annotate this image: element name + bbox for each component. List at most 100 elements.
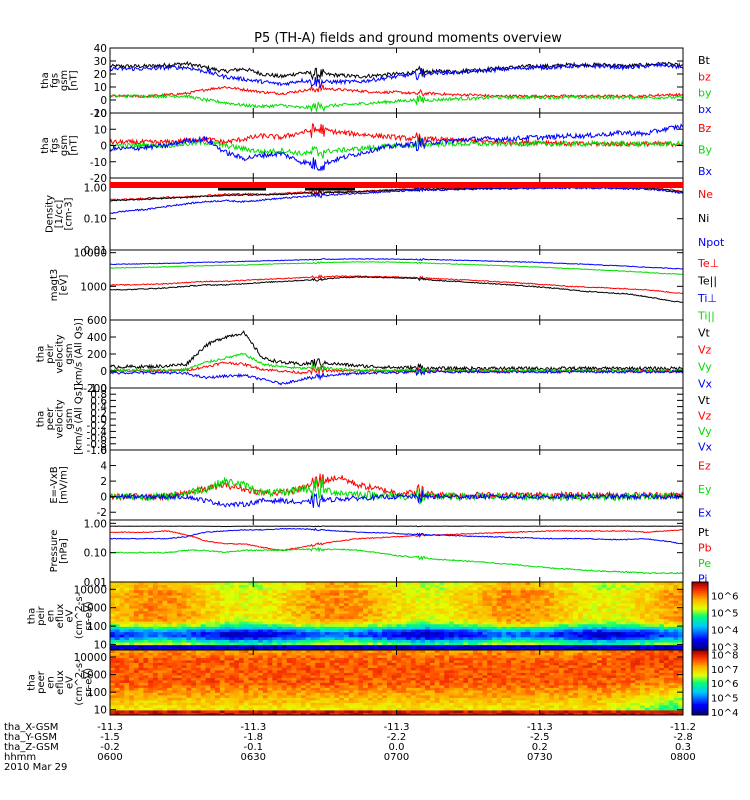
spectrogram-cell	[539, 587, 545, 591]
spectrogram-cell	[124, 685, 130, 688]
spectrogram-cell	[377, 705, 383, 708]
spectrogram-cell	[138, 602, 144, 606]
spectrogram-cell	[501, 621, 507, 625]
spectrogram-cell	[654, 631, 660, 635]
spectrogram-cell	[229, 642, 235, 646]
spectrogram-cell	[205, 597, 211, 601]
spectrogram-cell	[191, 642, 197, 646]
spectrogram-cell	[597, 636, 603, 640]
spectrogram-cell	[363, 670, 369, 673]
spectrogram-cell	[620, 610, 627, 614]
spectrogram-cell	[544, 589, 550, 593]
spectrogram-cell	[124, 623, 130, 627]
spectrogram-cell	[358, 631, 364, 635]
spectrogram-cell	[401, 605, 407, 609]
spectrogram-cell	[133, 650, 140, 653]
spectrogram-cell	[353, 675, 359, 678]
spectrogram-cell	[363, 644, 369, 648]
spectrogram-cell	[577, 626, 584, 630]
spectrogram-cell	[449, 610, 455, 614]
spectrogram-cell	[386, 587, 393, 591]
spectrogram-cell	[458, 589, 464, 593]
spectrogram-cell	[129, 675, 135, 678]
spectrogram-cell	[382, 600, 388, 604]
spectrogram-cell	[167, 584, 173, 588]
spectrogram-cell	[367, 621, 374, 625]
spectrogram-cell	[353, 670, 359, 673]
spectrogram-cell	[372, 595, 378, 599]
spectrogram-cell	[133, 589, 140, 593]
spectrogram-cell	[210, 655, 216, 658]
spectrogram-cell	[195, 690, 202, 693]
spectrogram-cell	[530, 587, 536, 591]
spectrogram-cell	[186, 687, 192, 691]
spectrogram-cell	[291, 642, 297, 646]
spectrogram-cell	[367, 610, 374, 614]
spectrogram-cell	[358, 712, 364, 716]
spectrogram-cell	[224, 597, 230, 601]
spectrogram-cell	[554, 592, 560, 596]
spectrogram-cell	[248, 608, 254, 612]
spectrogram-cell	[348, 682, 354, 686]
spectrogram-cell	[181, 682, 187, 686]
spectrogram-cell	[253, 592, 259, 596]
spectrogram-cell	[172, 655, 178, 658]
spectrogram-cell	[506, 589, 512, 593]
spectrogram-cell	[343, 647, 350, 651]
spectrogram-cell	[616, 605, 622, 609]
spectrogram-cell	[138, 687, 144, 691]
spectrogram-cell	[449, 639, 455, 643]
spectrogram-cell	[616, 621, 622, 625]
spectrogram-cell	[511, 634, 517, 638]
spectrogram-cell	[291, 680, 297, 683]
spectrogram-cell	[186, 616, 192, 620]
spectrogram-cell	[482, 608, 488, 612]
spectrogram-cell	[549, 592, 555, 596]
spectrogram-cell	[277, 682, 283, 686]
spectrogram-cell	[172, 642, 178, 646]
y-axis-label-line: tha	[27, 608, 38, 624]
spectrogram-cell	[429, 639, 436, 643]
spectrogram-cell	[181, 700, 187, 703]
spectrogram-cell	[215, 662, 221, 666]
spectrogram-cell	[157, 665, 163, 668]
spectrogram-cell	[477, 610, 483, 614]
spectrogram-cell	[348, 600, 354, 604]
spectrogram-cell	[310, 631, 316, 635]
spectrogram-cell	[482, 587, 488, 591]
spectrogram-cell	[267, 695, 273, 698]
spectrogram-cell	[329, 690, 335, 693]
spectrogram-cell	[133, 647, 140, 651]
spectrogram-cell	[329, 652, 335, 656]
spectrogram-cell	[477, 582, 483, 586]
spectrogram-cell	[133, 634, 140, 638]
spectrogram-cell	[243, 613, 249, 617]
spectrogram-cell	[377, 621, 383, 625]
y-tick-label: 10	[94, 82, 107, 94]
spectrogram-cell	[243, 650, 249, 653]
colorbar-segment	[692, 592, 708, 595]
spectrogram-cell	[678, 613, 684, 617]
spectrogram-cell	[277, 707, 283, 711]
spectrogram-cell	[129, 636, 135, 640]
spectrogram-cell	[439, 647, 445, 651]
spectrogram-cell	[234, 695, 240, 698]
spectrogram-cell	[563, 631, 569, 635]
spectrogram-cell	[563, 642, 569, 646]
spectrogram-cell	[348, 623, 354, 627]
spectrogram-cell	[343, 695, 350, 698]
spectrogram-cell	[157, 687, 163, 691]
spectrogram-cell	[238, 602, 245, 606]
spectrogram-cell	[329, 692, 335, 696]
spectrogram-cell	[339, 670, 345, 673]
spectrogram-cell	[167, 642, 173, 646]
spectrogram-cell	[511, 631, 517, 635]
spectrogram-cell	[138, 582, 144, 586]
spectrogram-cell	[434, 587, 440, 591]
spectrogram-cell	[339, 610, 345, 614]
spectrogram-cell	[110, 710, 116, 713]
spectrogram-cell	[167, 597, 173, 601]
spectrogram-cell	[324, 707, 331, 711]
spectrogram-cell	[420, 605, 426, 609]
spectrogram-cell	[305, 662, 311, 666]
